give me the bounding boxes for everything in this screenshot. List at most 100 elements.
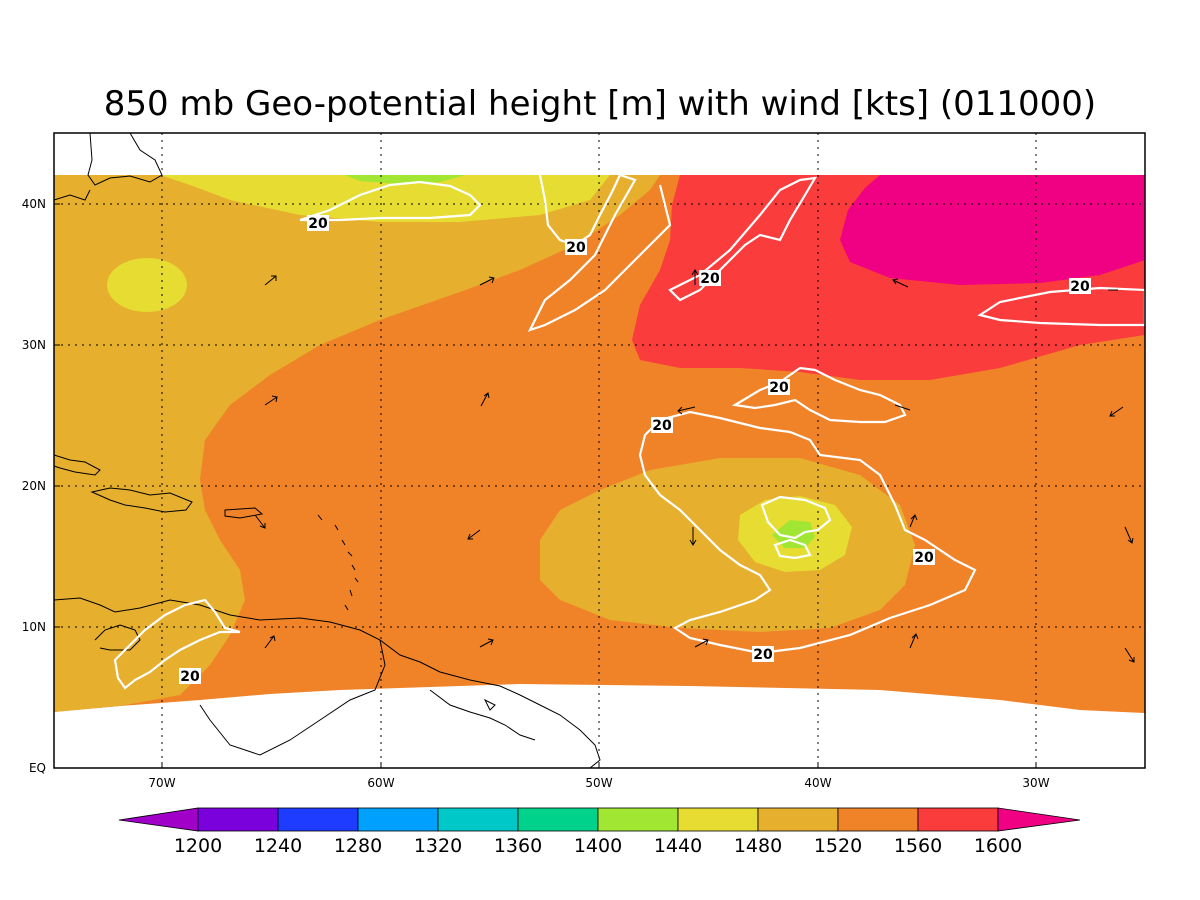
y-tick-label: 10N xyxy=(22,620,46,634)
colorbar-label: 1480 xyxy=(734,835,782,857)
wind-arrow xyxy=(677,406,696,415)
wind-arrow xyxy=(694,638,709,648)
coast-cuba xyxy=(53,454,101,476)
wind-arrow xyxy=(689,527,697,546)
map-title: 850 mb Geo-potential height [m] with win… xyxy=(104,84,1096,124)
coast-guyana xyxy=(429,689,536,741)
plot-area: 20 20 20 20 20 20 20 20 20 xyxy=(53,132,1147,769)
svg-text:20: 20 xyxy=(753,647,773,663)
colorbar-swatch xyxy=(757,807,839,832)
svg-text:20: 20 xyxy=(914,550,934,566)
coast-hispaniola xyxy=(90,487,193,513)
colorbar-label: 1280 xyxy=(334,835,382,857)
wind-arrow xyxy=(479,638,494,648)
colorbar-swatch xyxy=(597,807,679,832)
colorbar-label: 1600 xyxy=(974,835,1022,857)
coast-south-america xyxy=(53,597,601,769)
colorbar-swatch xyxy=(517,807,599,832)
colorbar-label: 1440 xyxy=(654,835,702,857)
colorbar: 1200 1240 1280 1320 1360 1400 1440 1480 … xyxy=(118,807,1081,857)
y-tick-label: EQ xyxy=(29,761,46,775)
height-blob-1480-west xyxy=(107,258,187,312)
svg-text:20: 20 xyxy=(180,669,200,685)
contour-storm-core xyxy=(760,495,832,560)
contour-label: 20 xyxy=(565,239,587,256)
svg-text:20: 20 xyxy=(700,271,720,287)
coast-north-america xyxy=(53,132,163,201)
wind-arrow xyxy=(264,395,278,406)
wind-arrow xyxy=(480,392,490,407)
colorbar-label: 1560 xyxy=(894,835,942,857)
svg-text:20: 20 xyxy=(566,240,586,256)
wind-arrow xyxy=(1109,406,1124,417)
y-tick-label: 40N xyxy=(22,197,46,211)
wind-arrow xyxy=(909,633,919,649)
colorbar-label: 1520 xyxy=(814,835,862,857)
contour-labels: 20 20 20 20 20 20 20 20 20 xyxy=(179,215,1091,685)
contour-label: 20 xyxy=(1069,278,1091,295)
x-tick-label: 60W xyxy=(367,776,394,790)
wind-arrow xyxy=(479,276,495,286)
wind-arrow xyxy=(264,275,277,286)
wind-arrow xyxy=(691,269,699,285)
contour-label: 20 xyxy=(699,270,721,287)
contour-label: 20 xyxy=(752,646,774,663)
graticule xyxy=(54,133,1145,768)
colorbar-swatch xyxy=(197,807,279,832)
x-tick-label: 30W xyxy=(1022,776,1049,790)
colorbar-high-arrow xyxy=(997,807,1081,832)
colorbar-low-arrow xyxy=(118,807,199,832)
contour-north xyxy=(299,180,482,222)
svg-text:20: 20 xyxy=(1070,279,1090,295)
coast-lesser-antilles xyxy=(317,514,359,611)
svg-text:20: 20 xyxy=(308,216,328,232)
wind-arrow xyxy=(892,278,909,288)
wind-arrow xyxy=(1124,647,1135,663)
svg-text:20: 20 xyxy=(652,418,672,434)
y-tick-label: 20N xyxy=(22,479,46,493)
coastlines xyxy=(53,132,601,769)
height-band-1440-north xyxy=(345,175,465,184)
height-band-1480-north xyxy=(160,175,610,222)
x-axis-labels: 70W 60W 50W 40W 30W xyxy=(148,776,1049,790)
colorbar-swatch xyxy=(917,807,999,832)
wind-vectors xyxy=(254,269,1135,663)
tick-marks xyxy=(54,203,1037,769)
colorbar-label: 1240 xyxy=(254,835,302,857)
contour-label: 20 xyxy=(651,417,673,434)
height-band-1520-west xyxy=(54,175,660,712)
svg-text:20: 20 xyxy=(769,380,789,396)
contour-label: 20 xyxy=(768,379,790,396)
height-band-1440-storm xyxy=(772,520,815,548)
coast-gulf xyxy=(94,624,141,651)
colorbar-label: 1360 xyxy=(494,835,542,857)
height-band-1640 xyxy=(840,175,1145,285)
wind-arrow xyxy=(894,404,911,411)
contour-southwest xyxy=(113,598,241,690)
colorbar-swatch xyxy=(437,807,519,832)
colorbar-label: 1200 xyxy=(174,835,222,857)
colorbar-swatch xyxy=(277,807,359,832)
colorbar-swatch xyxy=(677,807,759,832)
colorbar-swatch xyxy=(357,807,439,832)
wind-arrow xyxy=(909,514,918,528)
y-axis-labels: EQ 10N 20N 30N 40N xyxy=(22,197,46,775)
x-tick-label: 50W xyxy=(585,776,612,790)
wind-arrow xyxy=(1124,526,1134,544)
contour-storm-upper xyxy=(731,366,907,424)
colorbar-swatch xyxy=(837,807,919,832)
contour-label: 20 xyxy=(307,215,329,232)
wind-arrow xyxy=(467,529,481,540)
y-tick-label: 30N xyxy=(22,338,46,352)
colorbar-label: 1320 xyxy=(414,835,462,857)
colorbar-label: 1400 xyxy=(574,835,622,857)
wind-arrow xyxy=(254,514,266,529)
x-tick-label: 70W xyxy=(148,776,175,790)
coast-puerto-rico xyxy=(224,507,264,519)
contour-label: 20 xyxy=(913,549,935,566)
contour-storm-outer xyxy=(638,410,977,655)
contour-label: 20 xyxy=(179,668,201,685)
wind-arrow xyxy=(264,635,276,649)
x-tick-label: 40W xyxy=(804,776,831,790)
